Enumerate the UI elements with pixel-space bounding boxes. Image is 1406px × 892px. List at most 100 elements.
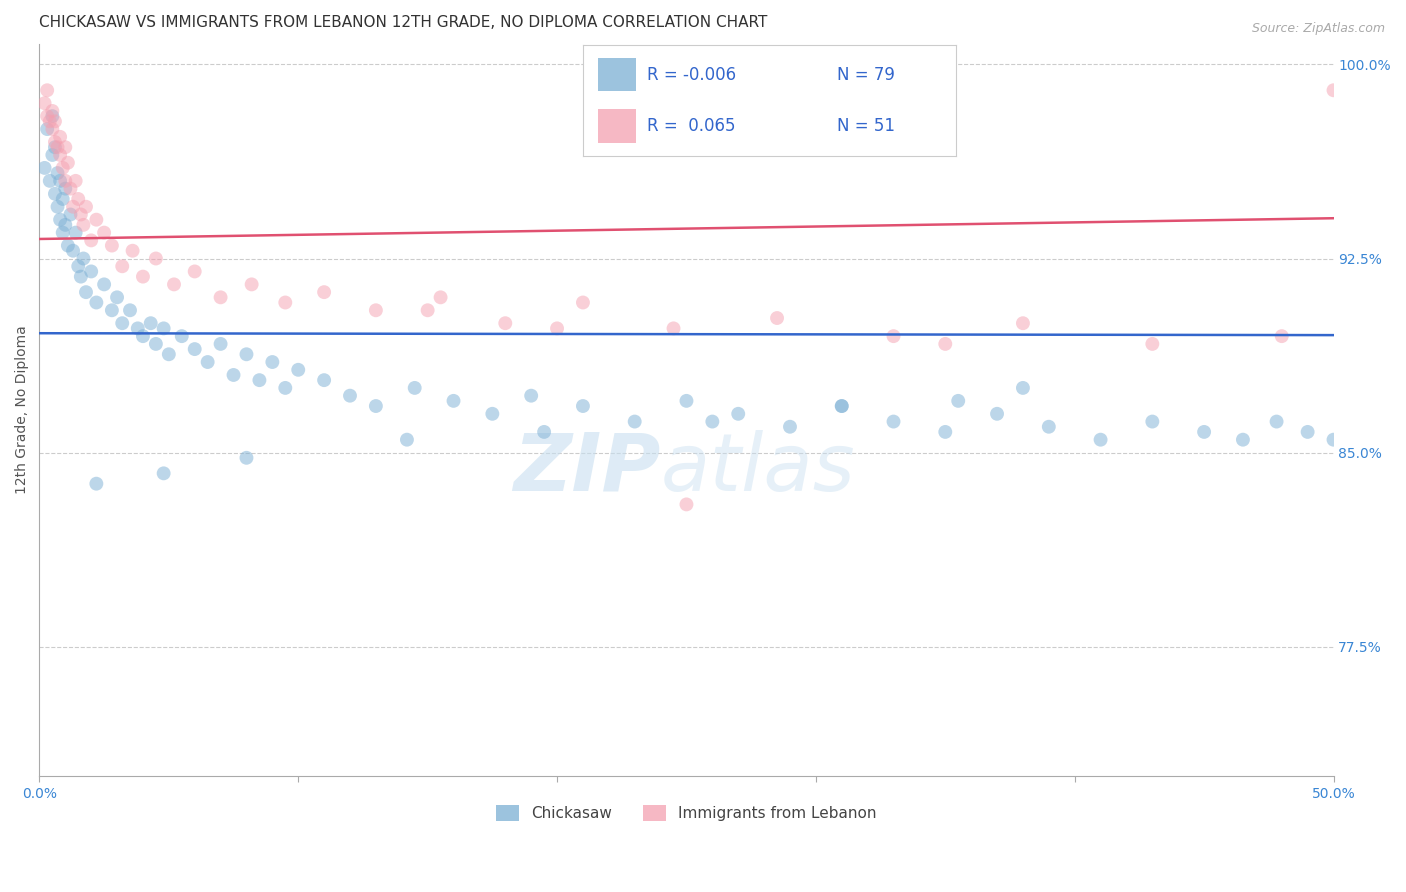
Point — [314, 373, 336, 387]
Point — [183, 264, 205, 278]
Point — [86, 212, 108, 227]
Point — [934, 337, 956, 351]
Point — [72, 218, 94, 232]
Point — [44, 186, 66, 201]
Point — [53, 140, 76, 154]
Point — [56, 155, 79, 169]
Point — [1322, 433, 1344, 447]
Point — [209, 290, 232, 304]
Point — [72, 252, 94, 266]
Text: ZIP: ZIP — [513, 430, 661, 508]
Point — [41, 148, 63, 162]
Point — [38, 114, 60, 128]
Point — [429, 290, 451, 304]
Point — [986, 407, 1008, 421]
Point — [41, 109, 63, 123]
Point — [416, 303, 439, 318]
Point — [831, 399, 853, 413]
Point — [46, 166, 69, 180]
Point — [443, 393, 465, 408]
Point — [93, 226, 115, 240]
Point — [1265, 415, 1288, 429]
Point — [364, 303, 387, 318]
Point — [41, 103, 63, 118]
Point — [481, 407, 503, 421]
Point — [1038, 419, 1060, 434]
Text: Source: ZipAtlas.com: Source: ZipAtlas.com — [1251, 22, 1385, 36]
Point — [65, 174, 87, 188]
Point — [145, 252, 167, 266]
Point — [157, 347, 180, 361]
Point — [53, 174, 76, 188]
Text: CHICKASAW VS IMMIGRANTS FROM LEBANON 12TH GRADE, NO DIPLOMA CORRELATION CHART: CHICKASAW VS IMMIGRANTS FROM LEBANON 12T… — [39, 15, 768, 30]
Point — [49, 174, 72, 188]
Point — [46, 140, 69, 154]
Point — [65, 226, 87, 240]
Text: N = 79: N = 79 — [837, 66, 894, 84]
Point — [53, 218, 76, 232]
Point — [1192, 425, 1215, 439]
Point — [111, 260, 134, 274]
Point — [235, 347, 257, 361]
Point — [209, 337, 232, 351]
Point — [75, 200, 97, 214]
Point — [69, 269, 91, 284]
Point — [675, 497, 697, 511]
Point — [240, 277, 263, 292]
Point — [262, 355, 284, 369]
Text: R =  0.065: R = 0.065 — [647, 117, 735, 135]
Point — [779, 419, 801, 434]
Y-axis label: 12th Grade, No Diploma: 12th Grade, No Diploma — [15, 326, 30, 494]
Point — [1271, 329, 1294, 343]
Point — [1142, 337, 1164, 351]
Point — [80, 264, 103, 278]
Point — [34, 161, 56, 175]
Point — [339, 389, 361, 403]
Point — [93, 277, 115, 292]
Point — [52, 161, 75, 175]
Legend: Chickasaw, Immigrants from Lebanon: Chickasaw, Immigrants from Lebanon — [491, 799, 883, 827]
Point — [67, 192, 90, 206]
Point — [1232, 433, 1254, 447]
Point — [52, 226, 75, 240]
Point — [1012, 316, 1035, 330]
Point — [623, 415, 645, 429]
Point — [152, 321, 174, 335]
Point — [494, 316, 516, 330]
Point — [44, 114, 66, 128]
Point — [1012, 381, 1035, 395]
Point — [37, 109, 59, 123]
Point — [831, 399, 853, 413]
Point — [53, 181, 76, 195]
Text: R = -0.006: R = -0.006 — [647, 66, 735, 84]
Point — [46, 200, 69, 214]
Point — [121, 244, 143, 258]
Point — [80, 233, 103, 247]
Point — [675, 393, 697, 408]
Point — [49, 148, 72, 162]
Bar — [599, 109, 636, 143]
Point — [111, 316, 134, 330]
Point — [948, 393, 970, 408]
Point — [62, 200, 84, 214]
Point — [145, 337, 167, 351]
Point — [75, 285, 97, 300]
Point — [662, 321, 685, 335]
Point — [37, 83, 59, 97]
Point — [1090, 433, 1112, 447]
Point — [34, 96, 56, 111]
Point — [533, 425, 555, 439]
Point — [37, 122, 59, 136]
Point — [59, 207, 82, 221]
Bar — [599, 58, 636, 92]
Point — [934, 425, 956, 439]
Point — [49, 212, 72, 227]
Point — [38, 174, 60, 188]
Point — [395, 433, 418, 447]
Point — [520, 389, 543, 403]
Point — [44, 140, 66, 154]
Point — [132, 329, 155, 343]
Point — [170, 329, 193, 343]
Point — [274, 295, 297, 310]
Point — [249, 373, 271, 387]
